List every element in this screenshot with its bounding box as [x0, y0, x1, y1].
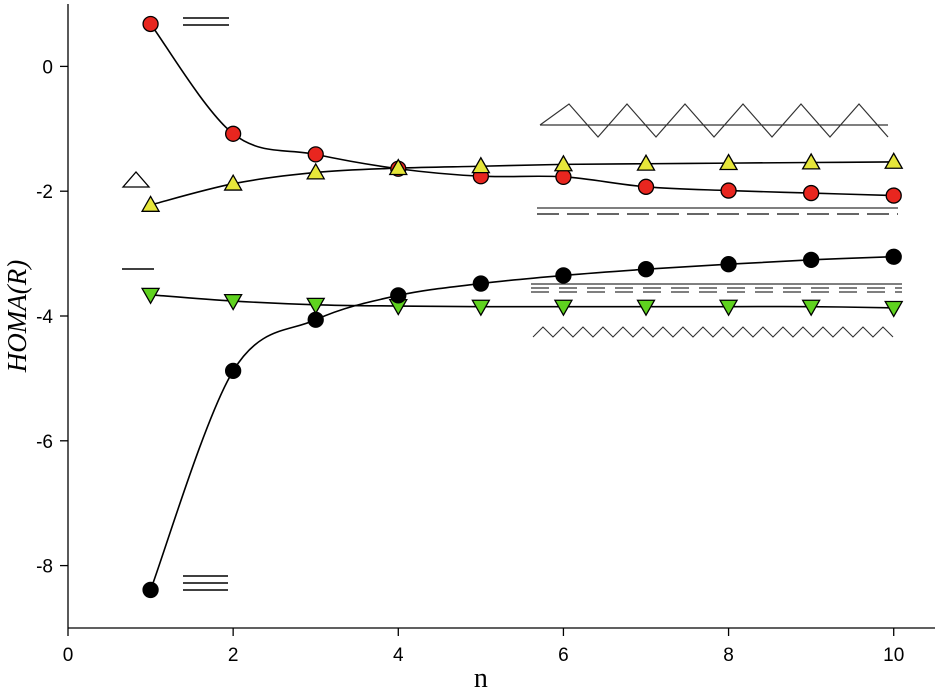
x-tick-label: 6 — [558, 645, 569, 666]
y-tick-label: -6 — [36, 432, 53, 453]
x-axis-label: n — [474, 663, 488, 691]
y-tick-label: -8 — [36, 557, 53, 578]
x-tick-label: 8 — [723, 645, 734, 666]
data-point — [223, 293, 243, 311]
data-point — [472, 275, 490, 292]
y-tick-label: 0 — [42, 57, 53, 78]
axes: 0 2 4 6 8 10 0 -2 -4 -6 -8 — [36, 4, 935, 666]
data-point — [885, 248, 902, 265]
structure-glyphs — [121, 17, 902, 591]
small-zigzag-glyph — [532, 326, 894, 338]
data-point — [555, 168, 572, 185]
y-axis-label: HOMA(R) — [2, 260, 32, 373]
data-point — [553, 299, 574, 317]
data-point — [885, 187, 902, 204]
data-point — [720, 256, 737, 273]
data-point — [718, 299, 739, 317]
x-tick-label: 10 — [883, 645, 904, 666]
data-point — [720, 182, 737, 199]
data-point — [471, 299, 491, 317]
fit-curve — [150, 293, 894, 309]
data-point — [471, 156, 491, 174]
data-point — [802, 251, 820, 268]
data-point — [142, 15, 159, 33]
data-point — [388, 158, 408, 176]
y-tick-label: -4 — [36, 307, 53, 328]
data-point — [637, 261, 655, 278]
fit-curves — [149, 23, 894, 591]
data-point — [636, 153, 656, 171]
data-markers — [140, 15, 904, 599]
data-point — [801, 152, 821, 170]
data-point — [140, 195, 161, 212]
x-tick-label: 0 — [63, 645, 74, 666]
data-point — [636, 299, 656, 317]
data-point — [553, 154, 574, 172]
data-point — [884, 300, 904, 318]
x-tick-label: 2 — [228, 645, 239, 666]
data-point — [142, 581, 159, 599]
data-point — [307, 311, 324, 328]
fit-curve — [150, 161, 894, 206]
data-point — [140, 287, 161, 305]
zigzag-chain-glyph — [539, 103, 889, 138]
data-point — [223, 173, 243, 191]
x-tick-label: 4 — [393, 645, 404, 666]
fit-curve — [149, 23, 894, 197]
data-point — [306, 162, 326, 180]
data-point — [884, 152, 904, 169]
data-point — [307, 146, 324, 163]
data-point — [306, 297, 326, 315]
data-point — [801, 299, 821, 317]
data-point — [224, 362, 242, 380]
triangle-glyph — [121, 171, 151, 188]
data-point — [718, 153, 739, 171]
y-tick-label: -2 — [36, 182, 53, 203]
data-point — [637, 178, 655, 195]
data-point — [555, 267, 572, 284]
data-point — [802, 184, 820, 202]
data-point — [390, 287, 407, 304]
data-point — [224, 125, 242, 142]
